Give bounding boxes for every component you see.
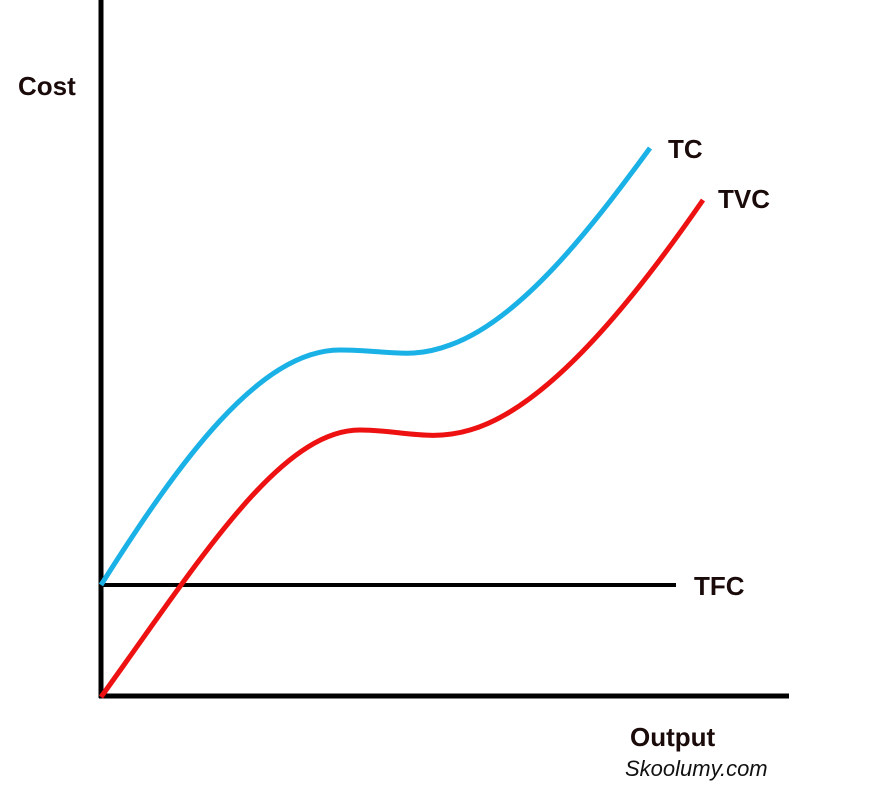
watermark: Skoolumy.com: [625, 756, 768, 781]
tfc-label: TFC: [694, 571, 745, 601]
y-axis-label: Cost: [18, 71, 76, 101]
tvc-label: TVC: [718, 184, 770, 214]
tvc-curve: [98, 198, 706, 699]
tc-curve: [98, 146, 653, 587]
tc-label: TC: [668, 134, 703, 164]
x-axis-label: Output: [630, 722, 716, 752]
